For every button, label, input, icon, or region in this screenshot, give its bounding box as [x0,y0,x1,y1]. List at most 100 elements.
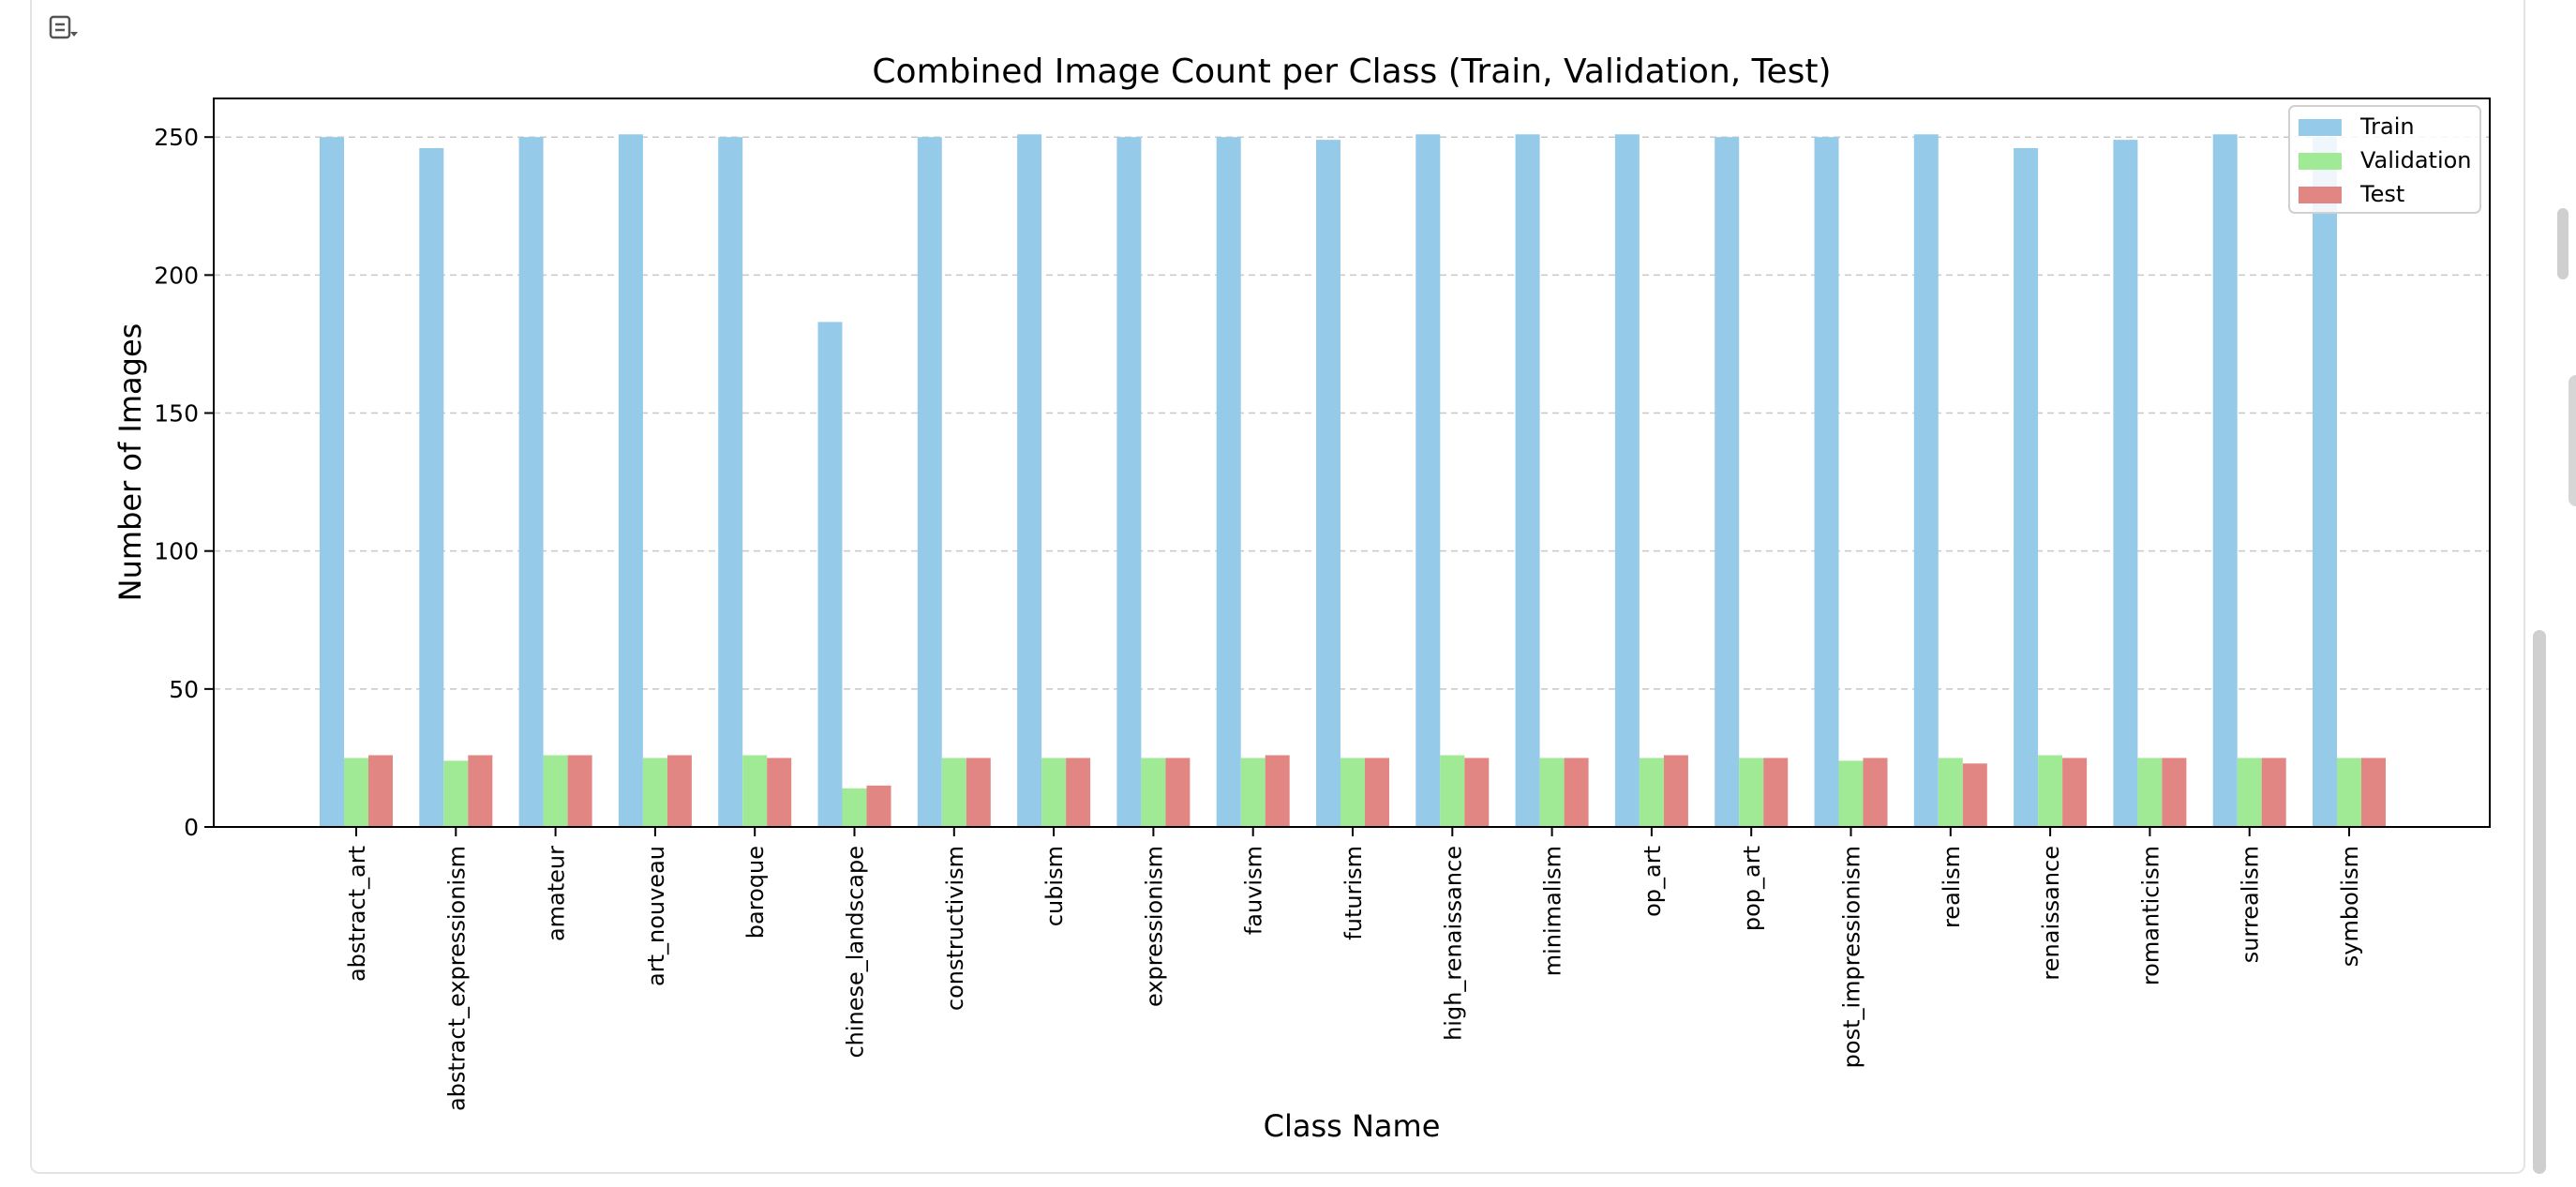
x-tick-label: pop_art [1739,846,1765,931]
bar-test-abstract_expressionism [468,755,493,827]
y-tick-label: 150 [154,400,199,428]
x-tick-label: constructivism [942,846,968,1011]
bar-test-chinese_landscape [866,785,891,827]
legend-swatch-test [2299,187,2342,203]
bar-validation-abstract_expressionism [443,760,469,827]
x-tick-label: high_renaissance [1440,846,1466,1041]
bar-validation-chinese_landscape [842,788,867,827]
bar-validation-romanticism [2137,758,2163,827]
bar-validation-surrealism [2237,758,2262,827]
bar-train-post_impressionism [1814,137,1839,828]
x-tick-label: cubism [1041,846,1068,926]
scrollbar-thumb[interactable] [2533,630,2546,1174]
bar-validation-minimalism [1539,758,1565,827]
output-collapse-glyph [49,15,78,39]
bar-train-symbolism [2313,137,2337,828]
x-tick-label: art_nouveau [643,846,669,986]
bar-test-surrealism [2261,758,2286,827]
bar-train-minimalism [1515,134,1540,828]
bar-validation-cubism [1041,758,1067,827]
bar-test-renaissance [2062,758,2088,827]
y-tick-label: 50 [169,676,199,703]
bar-train-cubism [1017,134,1042,828]
x-tick-label: realism [1939,846,1965,928]
bar-test-pop_art [1763,758,1789,827]
legend-label-test: Test [2359,181,2404,207]
bar-validation-realism [1938,758,1963,827]
x-tick-label: minimalism [1540,846,1566,976]
x-tick-label: renaissance [2038,846,2064,981]
bar-test-baroque [767,758,792,827]
bar-validation-baroque [742,755,768,827]
bar-validation-expressionism [1141,758,1166,827]
y-axis-label: Number of Images [112,323,148,602]
legend-label-train: Train [2359,113,2415,140]
bar-test-futurism [1365,758,1389,827]
bar-test-amateur [567,755,592,827]
x-tick-label: fauvism [1241,846,1267,935]
bar-train-surrealism [2212,134,2238,828]
bar-test-post_impressionism [1863,758,1888,827]
bar-train-chinese_landscape [817,322,843,828]
bar-test-art_nouveau [666,755,692,827]
bar-train-romanticism [2113,140,2138,828]
x-tick-label: expressionism [1141,846,1167,1007]
legend-swatch-train [2299,119,2342,136]
grid-lines [214,136,2490,690]
bar-train-pop_art [1715,137,1740,828]
bar-train-renaissance [2014,147,2039,827]
bar-train-futurism [1316,140,1340,828]
x-tick-label: romanticism [2137,846,2164,985]
bar-train-op_art [1614,134,1640,828]
plot-area-frame [213,98,2491,828]
bar-train-constructivism [917,137,942,828]
bar-validation-symbolism [2337,758,2361,827]
y-axis-ticks: 0 50 100 150 200 250 [154,124,214,841]
bar-train-realism [1913,134,1939,828]
bar-test-high_renaissance [1464,758,1490,827]
bar-train-abstract_art [320,137,344,828]
output-collapse-icon[interactable] [45,11,82,49]
bar-validation-pop_art [1739,758,1764,827]
x-tick-label: abstract_art [344,846,370,982]
bar-test-romanticism [2162,758,2187,827]
y-tick-label: 0 [184,814,199,841]
chart-title: Combined Image Count per Class (Train, V… [872,53,1831,91]
legend-swatch-validation [2299,153,2342,170]
x-tick-label: futurism [1340,846,1367,940]
x-tick-label: surrealism [2238,846,2264,963]
bar-train-high_renaissance [1415,134,1441,828]
y-tick-label: 200 [154,262,199,289]
x-tick-label: op_art [1640,846,1666,917]
legend-label-validation: Validation [2360,147,2472,173]
bar-train-amateur [518,137,544,828]
bar-train-expressionism [1116,137,1142,828]
bar-test-symbolism [2361,758,2386,827]
bar-validation-constructivism [941,758,966,827]
x-tick-label: symbolism [2337,846,2363,967]
bar-validation-abstract_art [344,758,368,827]
bar-test-op_art [1663,755,1688,827]
x-tick-label: chinese_landscape [843,846,869,1059]
bar-validation-fauvism [1240,758,1266,827]
output-cell [30,0,2525,1174]
legend: Train Validation Test [2288,105,2481,214]
x-tick-label: abstract_expressionism [443,846,470,1111]
bar-test-constructivism [966,758,991,827]
x-tick-label: amateur [544,846,570,941]
bars [320,134,2386,828]
bar-train-abstract_expressionism [419,147,444,827]
bar-validation-renaissance [2038,755,2063,827]
y-tick-label: 250 [154,124,199,151]
side-panel-tab[interactable] [2569,375,2576,506]
y-tick-label: 100 [154,538,199,565]
bar-train-fauvism [1216,137,1241,828]
scrollbar-thumb-top[interactable] [2557,208,2569,279]
x-axis-label: Class Name [1264,1108,1441,1144]
bar-test-realism [1962,763,1987,827]
bar-test-fauvism [1265,755,1290,827]
bar-validation-op_art [1639,758,1664,827]
bar-test-minimalism [1564,758,1589,827]
bar-train-baroque [718,137,743,828]
